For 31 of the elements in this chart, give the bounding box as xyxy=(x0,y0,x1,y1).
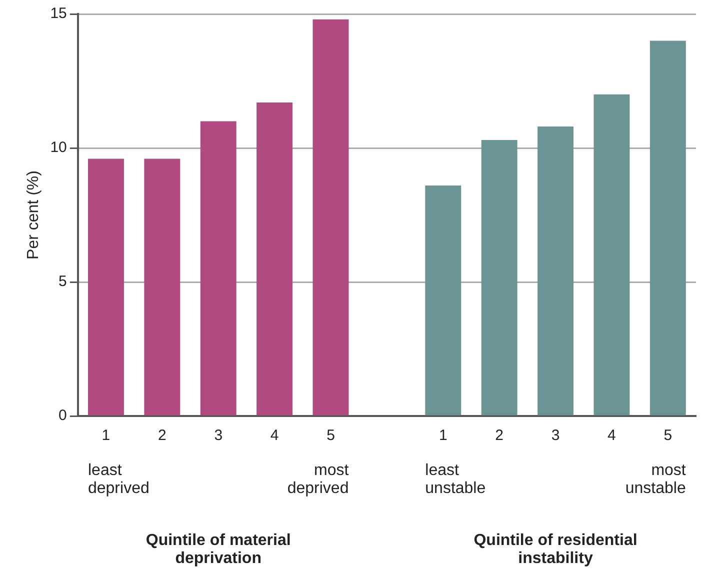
x-tick-label: 4 xyxy=(270,427,279,444)
y-tick-label: 10 xyxy=(50,139,67,156)
bar xyxy=(256,102,293,416)
x-tick-label: 2 xyxy=(495,427,504,444)
x-tick-label: 1 xyxy=(438,427,448,444)
bar xyxy=(88,158,124,416)
bar xyxy=(200,121,236,416)
bar xyxy=(312,19,349,416)
text: most deprived xyxy=(286,462,349,498)
y-axis-title: Per cent (%) xyxy=(25,170,42,260)
y-tick-label: 15 xyxy=(50,5,67,22)
bar xyxy=(144,158,180,416)
x-tick-label: 5 xyxy=(326,427,335,444)
text: least deprived xyxy=(88,462,150,498)
bar xyxy=(594,94,630,416)
text: most unstable xyxy=(624,462,686,498)
text: least unstable xyxy=(425,462,487,498)
bar xyxy=(425,186,462,416)
x-tick-label: 2 xyxy=(158,427,166,444)
bar xyxy=(538,126,574,416)
x-tick-label: 1 xyxy=(102,427,110,444)
x-tick-label: 3 xyxy=(214,427,223,444)
x-tick-label: 3 xyxy=(551,427,560,444)
x-tick-label: 4 xyxy=(608,427,616,444)
text: Quintile of residential instability xyxy=(472,532,638,568)
bar xyxy=(481,140,518,416)
text: Quintile of material deprivation xyxy=(144,532,292,568)
bar xyxy=(650,40,686,416)
y-tick-label: 5 xyxy=(58,273,67,290)
y-tick-label: 0 xyxy=(58,407,67,424)
x-tick-label: 5 xyxy=(664,427,672,444)
